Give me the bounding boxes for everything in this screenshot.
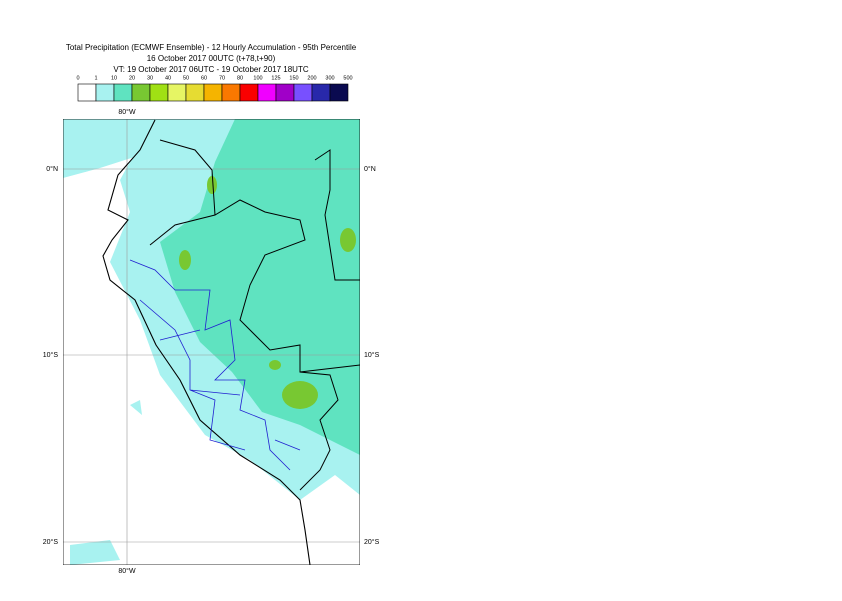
title: Total Precipitation (ECMWF Ensemble) - 1… <box>66 43 357 52</box>
legend-swatch <box>311 83 331 102</box>
lon-label: 80°W <box>118 567 136 575</box>
lat-label: 20°S <box>364 538 380 546</box>
legend-label: 200 <box>307 75 316 81</box>
legend-label: 80 <box>237 75 243 81</box>
legend-label: 500 <box>343 75 352 81</box>
legend-swatch <box>77 83 97 102</box>
legend-label: 100 <box>253 75 262 81</box>
lat-label: 0°N <box>364 165 376 173</box>
legend-label: 50 <box>183 75 189 81</box>
legend-label: 125 <box>271 75 280 81</box>
subtitle: VT: 19 October 2017 06UTC - 19 October 2… <box>113 65 308 74</box>
map <box>63 119 360 565</box>
legend-swatch <box>257 83 277 102</box>
legend-label: 60 <box>201 75 207 81</box>
lon-label: 80°W <box>118 108 136 116</box>
legend-label: 1 <box>94 75 97 81</box>
lat-label: 10°S <box>43 351 59 359</box>
legend-label: 30 <box>147 75 153 81</box>
lat-label: 10°S <box>364 351 380 359</box>
legend-swatch <box>329 83 349 102</box>
legend-swatch <box>167 83 187 102</box>
legend-label: 150 <box>289 75 298 81</box>
legend-swatch <box>131 83 151 102</box>
legend-label: 40 <box>165 75 171 81</box>
legend: 0 1 10 20 30 40 50 60 70 80 100 125 150 200 300 500 <box>76 75 353 102</box>
legend-swatch <box>221 83 241 102</box>
legend-swatch <box>149 83 169 102</box>
legend-swatch <box>239 83 259 102</box>
lat-label: 20°S <box>43 538 59 546</box>
legend-swatch <box>293 83 313 102</box>
legend-swatch <box>275 83 295 102</box>
legend-label: 10 <box>111 75 117 81</box>
legend-swatch <box>95 83 115 102</box>
lat-label: 0°N <box>46 165 58 173</box>
legend-swatch <box>203 83 223 102</box>
legend-swatch <box>185 83 205 102</box>
legend-label: 300 <box>325 75 334 81</box>
subtitle: 16 October 2017 00UTC (t+78,t+90) <box>147 54 276 63</box>
legend-label: 70 <box>219 75 225 81</box>
legend-swatch <box>113 83 133 102</box>
legend-label: 20 <box>129 75 135 81</box>
legend-label: 0 <box>76 75 79 81</box>
